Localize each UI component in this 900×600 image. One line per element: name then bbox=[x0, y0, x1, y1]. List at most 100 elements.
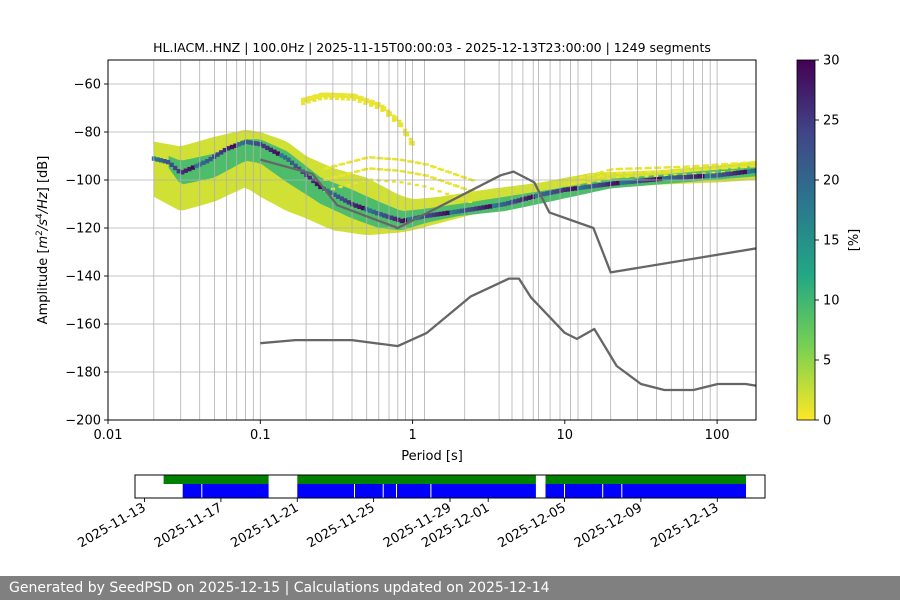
y-tick-label: −80 bbox=[74, 126, 101, 141]
heatmap-cell bbox=[414, 183, 419, 187]
heatmap-cell bbox=[711, 167, 716, 171]
heatmap-cell bbox=[319, 95, 324, 98]
heatmap-cell bbox=[701, 172, 706, 175]
heatmap-cell bbox=[382, 108, 387, 112]
mode-cell bbox=[173, 165, 178, 171]
mode-cell bbox=[406, 217, 412, 222]
colorbar-tick-label: 15 bbox=[823, 234, 840, 249]
heatmap-cell bbox=[663, 166, 668, 169]
heatmap-cell bbox=[714, 167, 719, 170]
mode-cell bbox=[711, 173, 716, 178]
mode-cell bbox=[580, 185, 585, 190]
availability-tick-label: 2025-12-09 bbox=[572, 500, 645, 551]
mode-cell bbox=[615, 180, 621, 186]
heatmap-cell bbox=[414, 161, 419, 164]
heatmap-cell bbox=[348, 95, 353, 99]
x-axis: 0.01 0.1 1 10 100 bbox=[94, 420, 730, 443]
mode-cell bbox=[360, 205, 365, 211]
mode-cell bbox=[389, 215, 394, 220]
heatmap-cell bbox=[468, 200, 473, 203]
y-tick-label: −100 bbox=[65, 174, 101, 189]
availability-tick-label: 2025-11-17 bbox=[152, 500, 225, 551]
x-tick-label: 1 bbox=[408, 428, 416, 443]
heatmap-cell bbox=[445, 181, 450, 184]
heatmap-cell bbox=[424, 163, 429, 166]
x-tick-label: 0.1 bbox=[250, 428, 271, 443]
mode-cell bbox=[474, 206, 479, 211]
mode-cell bbox=[704, 173, 709, 179]
footer-text: Generated by SeedPSD on 2025-12-15 | Cal… bbox=[9, 580, 550, 596]
heatmap-cell bbox=[341, 162, 346, 166]
mode-cell bbox=[442, 211, 447, 216]
x-axis-label: Period [s] bbox=[401, 449, 463, 464]
mode-cell bbox=[435, 212, 440, 217]
mode-cell bbox=[612, 181, 617, 186]
heatmap-cell bbox=[409, 171, 414, 175]
heatmap-cell bbox=[414, 172, 419, 175]
mode-cell bbox=[318, 184, 323, 190]
plot-frame bbox=[107, 59, 757, 421]
mode-cell bbox=[431, 212, 436, 218]
mode-cell bbox=[325, 188, 330, 194]
mode-cell bbox=[591, 183, 596, 189]
availability-blue-bar bbox=[545, 484, 746, 498]
mode-cell bbox=[746, 169, 752, 174]
mode-cell bbox=[346, 200, 351, 205]
mode-cell bbox=[449, 210, 454, 215]
mode-cell bbox=[750, 168, 755, 174]
heatmap-cell bbox=[452, 195, 457, 198]
mode-cell bbox=[452, 209, 458, 215]
heatmap-cell bbox=[721, 167, 725, 170]
mode-cell bbox=[392, 216, 397, 221]
heatmap-cell bbox=[399, 122, 404, 125]
heatmap-cell bbox=[455, 185, 460, 188]
heatmap-cell bbox=[314, 94, 319, 97]
heatmap-cell bbox=[365, 98, 370, 101]
heatmap-cell bbox=[619, 171, 623, 175]
availability-green-bar bbox=[297, 475, 536, 484]
heatmap-cell bbox=[470, 190, 475, 193]
mode-cell bbox=[598, 183, 603, 188]
mode-cell bbox=[367, 208, 373, 213]
heatmap-cell bbox=[325, 95, 330, 98]
mode-cell bbox=[506, 201, 511, 206]
mode-cell bbox=[219, 150, 224, 155]
heatmap-cell bbox=[361, 157, 366, 160]
heatmap-cell bbox=[394, 158, 399, 161]
mode-cell bbox=[679, 175, 684, 180]
heatmap-cell bbox=[323, 167, 328, 170]
mode-cell bbox=[676, 175, 681, 180]
mode-cell bbox=[584, 184, 589, 190]
mode-cell bbox=[162, 159, 167, 164]
y-tick-label: −160 bbox=[65, 318, 101, 333]
heatmap-band bbox=[153, 129, 756, 235]
heatmap-cell bbox=[657, 166, 662, 169]
heatmap-cell bbox=[393, 116, 398, 119]
heatmap-cell bbox=[634, 175, 639, 178]
heatmap-cell bbox=[357, 100, 362, 103]
x-tick-label: 0.01 bbox=[94, 428, 123, 443]
mode-cell bbox=[569, 186, 574, 192]
availability-green-bar bbox=[545, 475, 746, 484]
mode-cell bbox=[243, 139, 249, 145]
mode-cell bbox=[491, 203, 497, 208]
heatmap-cell bbox=[394, 169, 399, 172]
availability-blue-bar bbox=[297, 484, 536, 498]
mode-cell bbox=[477, 205, 482, 211]
heatmap-cell bbox=[587, 182, 592, 185]
mode-cell bbox=[215, 152, 220, 157]
mode-cell bbox=[290, 160, 295, 165]
mode-cell bbox=[194, 163, 199, 169]
mode-cell bbox=[576, 185, 582, 191]
mode-cell bbox=[336, 194, 341, 199]
heatmap-cell bbox=[692, 169, 697, 172]
heatmap-cell bbox=[312, 99, 317, 102]
mode-cell bbox=[385, 214, 390, 219]
heatmap-cell bbox=[445, 170, 450, 173]
heatmap-cell bbox=[609, 172, 614, 175]
mode-cell bbox=[541, 191, 546, 197]
heatmap-cell bbox=[432, 177, 437, 180]
availability-tick-label: 2025-12-13 bbox=[648, 500, 721, 551]
mode-cell bbox=[488, 204, 493, 209]
heatmap-cell bbox=[606, 177, 611, 180]
